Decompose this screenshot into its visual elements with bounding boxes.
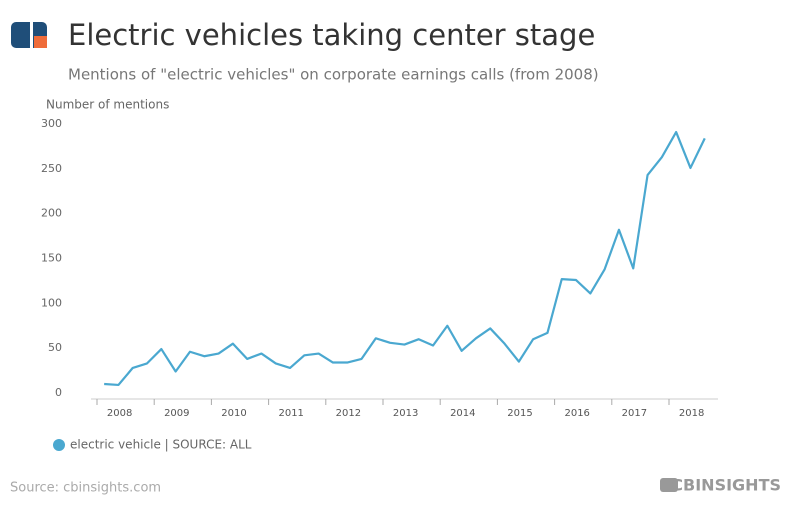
x-tick-label: 2010 bbox=[221, 408, 246, 419]
source: Source: cbinsights.com bbox=[10, 481, 161, 496]
x-tick-label: 2014 bbox=[450, 408, 475, 419]
y-axis-label: Number of mentions bbox=[46, 98, 169, 112]
x-tick-label: 2008 bbox=[107, 408, 132, 419]
x-tick-label: 2012 bbox=[336, 408, 361, 419]
legend-label: electric vehicle | SOURCE: ALL bbox=[70, 438, 252, 452]
line bbox=[104, 130, 706, 387]
y-tick-label: 250 bbox=[41, 162, 62, 175]
chart-subtitle: Mentions of "electric vehicles" on corpo… bbox=[68, 66, 599, 84]
brand: CBINSIGHTS bbox=[671, 476, 781, 495]
brand-mark bbox=[660, 478, 678, 492]
x-tick-label: 2018 bbox=[679, 408, 704, 419]
y-tick-label: 50 bbox=[48, 341, 62, 354]
chart-title: Electric vehicles taking center stage bbox=[68, 18, 595, 52]
legend-marker bbox=[53, 439, 65, 451]
y-tick-label: 150 bbox=[41, 252, 62, 265]
logo bbox=[11, 22, 47, 48]
y-tick-label: 300 bbox=[41, 117, 62, 130]
y-tick-label: 100 bbox=[41, 296, 62, 309]
logo-gap bbox=[30, 22, 33, 48]
x-tick-label: 2009 bbox=[164, 408, 189, 419]
y-tick-label: 200 bbox=[41, 207, 62, 220]
x-tick-label: 2011 bbox=[278, 408, 303, 419]
y-tick-label: 0 bbox=[55, 386, 62, 399]
x-tick-label: 2017 bbox=[622, 408, 647, 419]
x-tick-label: 2016 bbox=[564, 408, 589, 419]
logo-accent bbox=[34, 36, 47, 48]
x-tick-label: 2015 bbox=[507, 408, 532, 419]
x-tick-label: 2013 bbox=[393, 408, 418, 419]
